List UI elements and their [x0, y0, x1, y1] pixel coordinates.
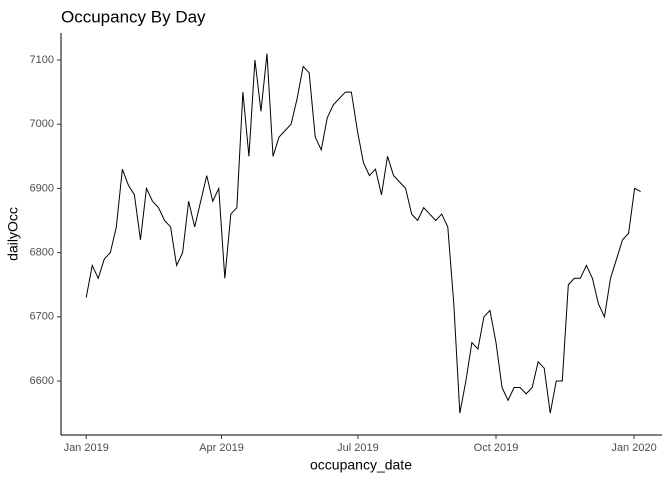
y-tick-label: 7000 [30, 118, 54, 130]
y-axis-title: dailyOcc [5, 207, 21, 261]
x-tick-label: Jan 2019 [64, 442, 109, 454]
y-tick-label: 7100 [30, 54, 54, 66]
chart-title: Occupancy By Day [61, 7, 206, 26]
x-tick-label: Oct 2019 [474, 442, 519, 454]
data-line [85, 53, 641, 414]
x-tick-label: Jan 2020 [611, 442, 656, 454]
y-tick-label: 6800 [30, 247, 54, 259]
x-tick-label: Jul 2019 [337, 442, 379, 454]
y-tick-label: 6600 [30, 375, 54, 387]
x-axis-title: occupancy_date [310, 457, 412, 473]
y-tick-label: 6900 [30, 182, 54, 194]
x-tick-label: Apr 2019 [199, 442, 244, 454]
y-tick-label: 6700 [30, 311, 54, 323]
